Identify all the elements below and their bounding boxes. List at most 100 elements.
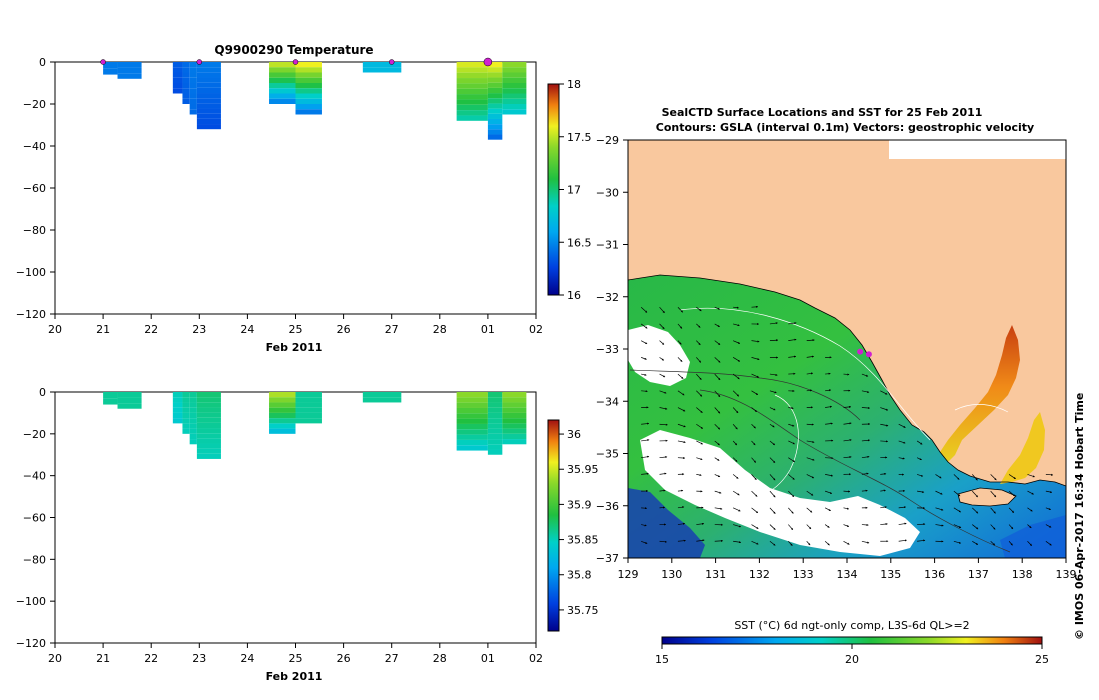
velocity-vector (733, 540, 742, 544)
velocity-vector (769, 524, 776, 530)
velocity-vector (788, 490, 795, 497)
profile-segment (487, 67, 503, 73)
velocity-vector (769, 390, 777, 394)
velocity-vector (861, 373, 869, 377)
profile-segment (456, 445, 488, 451)
x-tick-label: 25 (289, 652, 303, 665)
lon-tick-label: 130 (661, 568, 682, 581)
profile-segment (182, 402, 190, 408)
velocity-vector (917, 490, 925, 493)
lat-tick-label: −37 (596, 552, 619, 565)
lon-tick-label: 131 (705, 568, 726, 581)
velocity-vector (769, 373, 778, 376)
velocity-vector (696, 323, 701, 328)
lon-tick-label: 133 (793, 568, 814, 581)
velocity-vector (806, 524, 812, 530)
profile-segment (269, 62, 296, 68)
velocity-vector (880, 506, 887, 509)
temperature-y-axis: 0 −20 −40 −60 −80 −100 −120 (16, 56, 55, 321)
velocity-vector (972, 507, 979, 514)
profile-segment (487, 433, 503, 440)
profile-segment (502, 109, 527, 115)
velocity-vector (769, 474, 776, 481)
profile-segment (456, 429, 488, 435)
x-tick-label: 02 (529, 652, 543, 665)
velocity-vector (788, 407, 794, 410)
profile-segment (117, 397, 142, 404)
y-tick-label: −60 (23, 182, 46, 195)
map-longitude-axis: 129 130 131 132 133 134 135 136 137 138 139 (618, 558, 1077, 581)
profile-segment (182, 428, 190, 434)
velocity-vector (659, 306, 665, 314)
profile-segment (196, 67, 221, 73)
profile-segment (456, 67, 488, 73)
velocity-vector (806, 541, 811, 546)
temperature-colorbar-ticks: 18 17.5 17 16.5 16 (559, 78, 592, 302)
velocity-vector (806, 507, 813, 513)
profile-segment (189, 88, 197, 94)
velocity-vector (732, 457, 738, 462)
surface-marker (388, 59, 395, 65)
profile-segment (196, 453, 221, 459)
velocity-vector (714, 357, 721, 363)
x-tick-label: 02 (529, 323, 543, 336)
velocity-vector (806, 389, 813, 392)
profile-segment (196, 392, 221, 398)
velocity-vector (696, 340, 701, 346)
velocity-vector (788, 322, 797, 325)
velocity-vector (861, 439, 871, 442)
velocity-vector (733, 323, 740, 327)
velocity-vector (769, 507, 776, 514)
lon-tick-label: 129 (618, 568, 639, 581)
sst-colorbar (661, 636, 1043, 645)
profile-segment (196, 98, 221, 104)
velocity-vector (714, 390, 721, 398)
lat-tick-label: −30 (596, 186, 619, 199)
profile-segment (295, 98, 322, 104)
velocity-vector (696, 357, 702, 363)
colorbar-tick-label: 18 (567, 78, 581, 91)
colorbar-tick-label: 35.85 (567, 534, 599, 547)
velocity-vector (714, 340, 721, 345)
velocity-vector (696, 473, 702, 477)
profile-segment (196, 448, 221, 454)
velocity-vector (1027, 524, 1032, 529)
velocity-vector (990, 541, 996, 546)
velocity-vector (916, 474, 924, 477)
y-tick-label: 0 (39, 56, 46, 69)
velocity-vector (990, 507, 996, 514)
velocity-vector (1008, 490, 1016, 497)
profile-segment (196, 407, 221, 413)
velocity-vector (714, 474, 721, 478)
velocity-vector (972, 540, 979, 545)
sst-map-panel: SealCTD Surface Locations and SST for 25… (596, 106, 1086, 666)
profile-segment (172, 67, 183, 73)
profile-segment (182, 412, 190, 419)
salinity-profiles (103, 392, 527, 459)
profile-segment (189, 423, 197, 429)
x-tick-label: 22 (144, 652, 158, 665)
velocity-vector (696, 407, 703, 413)
sst-colorbar-label: SST (°C) 6d ngt-only comp, L3S-6d QL>=2 (734, 619, 969, 632)
sst-colorbar-ticks: 15 20 25 (655, 644, 1049, 666)
profile-segment (189, 67, 197, 73)
y-tick-label: −100 (16, 266, 46, 279)
profile-segment (182, 83, 190, 89)
profile-segment (189, 109, 197, 115)
velocity-vector (972, 474, 978, 481)
velocity-vector (953, 474, 960, 480)
velocity-vector (806, 457, 815, 461)
velocity-vector (917, 539, 926, 542)
gsla-contour-2 (629, 369, 861, 421)
profile-segment (172, 418, 183, 424)
profile-segment (456, 110, 488, 116)
profile-segment (196, 443, 221, 449)
profile-segment (456, 413, 488, 419)
velocity-vector (714, 407, 721, 414)
velocity-vector (1027, 541, 1032, 546)
profile-segment (269, 423, 296, 429)
profile-segment (487, 449, 503, 455)
profile-segment (182, 62, 190, 68)
profile-segment (295, 77, 322, 83)
